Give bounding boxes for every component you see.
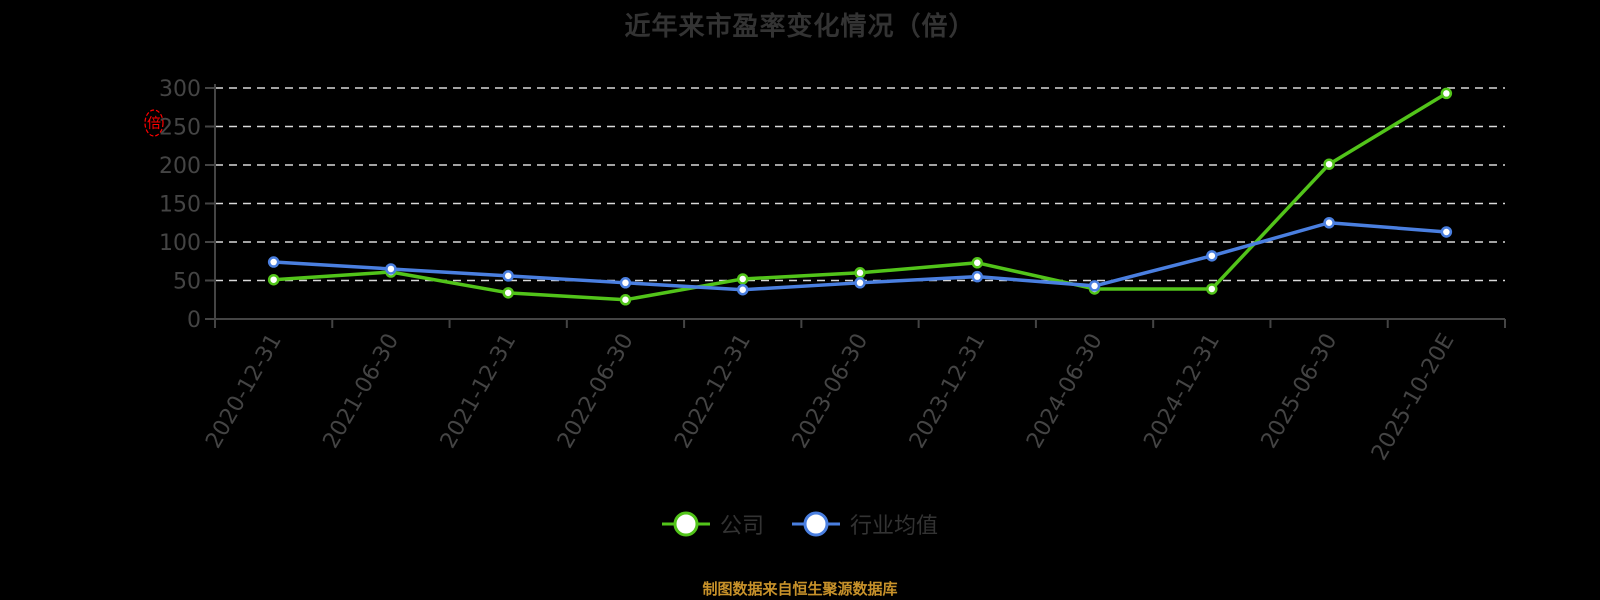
y-axis-unit-label: 倍 xyxy=(147,116,161,132)
x-tick-label: 2021-06-30 xyxy=(319,329,405,452)
x-tick-label: 2025-10-20E xyxy=(1367,330,1460,465)
data-point-company[interactable] xyxy=(736,273,749,285)
legend-label-company: 公司 xyxy=(719,514,764,539)
legend-marker-company-icon xyxy=(661,511,710,537)
legend-item-industry-average[interactable]: 行业均值 xyxy=(792,508,938,540)
legend-label-industry: 行业均值 xyxy=(850,514,939,539)
data-point-company[interactable] xyxy=(1440,87,1453,100)
data-point-industry-average[interactable] xyxy=(1440,226,1453,238)
x-tick-label: 2022-12-31 xyxy=(670,330,756,453)
data-point-company[interactable] xyxy=(1206,283,1218,295)
data-point-industry-average[interactable] xyxy=(854,277,866,289)
y-axis-unit-marker-icon xyxy=(144,109,164,137)
data-point-industry-average[interactable] xyxy=(736,283,749,296)
data-point-industry-average[interactable] xyxy=(1088,280,1101,292)
x-tick-label: 2024-06-30 xyxy=(1022,330,1108,453)
x-tick-label: 2024-12-31 xyxy=(1139,330,1225,453)
chart-title: 近年来市盈率变化情况（倍） xyxy=(624,12,976,42)
legend-marker-industry-icon xyxy=(792,511,840,537)
data-source-note: 制图数据来自恒生聚源数据库 xyxy=(702,580,898,598)
data-point-company[interactable] xyxy=(971,257,984,269)
x-tick-label: 2022-06-30 xyxy=(553,330,639,453)
legend-item-company[interactable]: 公司 xyxy=(661,508,764,540)
x-tick-label: 2020-12-31 xyxy=(201,330,287,453)
x-tick-label: 2023-12-31 xyxy=(905,330,991,453)
y-tick-label: 200 xyxy=(159,154,201,179)
y-tick-label: 0 xyxy=(187,308,201,333)
y-tick-label: 150 xyxy=(159,193,201,218)
data-point-industry-average[interactable] xyxy=(619,277,632,289)
data-point-company[interactable] xyxy=(267,273,280,286)
data-point-industry-average[interactable] xyxy=(385,263,397,275)
chart-legend: 公司 行业均值 xyxy=(0,508,1600,540)
y-tick-label: 50 xyxy=(173,270,201,295)
data-point-company[interactable] xyxy=(1323,158,1335,170)
x-tick-label: 2021-12-31 xyxy=(436,330,522,453)
y-tick-label: 300 xyxy=(159,77,201,102)
data-point-industry-average[interactable] xyxy=(267,256,280,268)
data-point-company[interactable] xyxy=(502,287,514,299)
data-point-industry-average[interactable] xyxy=(971,270,984,283)
data-point-company[interactable] xyxy=(619,294,632,306)
data-point-industry-average[interactable] xyxy=(1206,250,1218,262)
y-tick-label: 250 xyxy=(159,116,201,141)
data-point-company[interactable] xyxy=(854,267,866,279)
data-point-industry-average[interactable] xyxy=(1323,217,1335,229)
data-point-industry-average[interactable] xyxy=(502,270,514,282)
y-tick-label: 100 xyxy=(159,231,201,256)
x-tick-label: 2025-06-30 xyxy=(1257,330,1343,453)
x-tick-label: 2023-06-30 xyxy=(788,330,874,453)
